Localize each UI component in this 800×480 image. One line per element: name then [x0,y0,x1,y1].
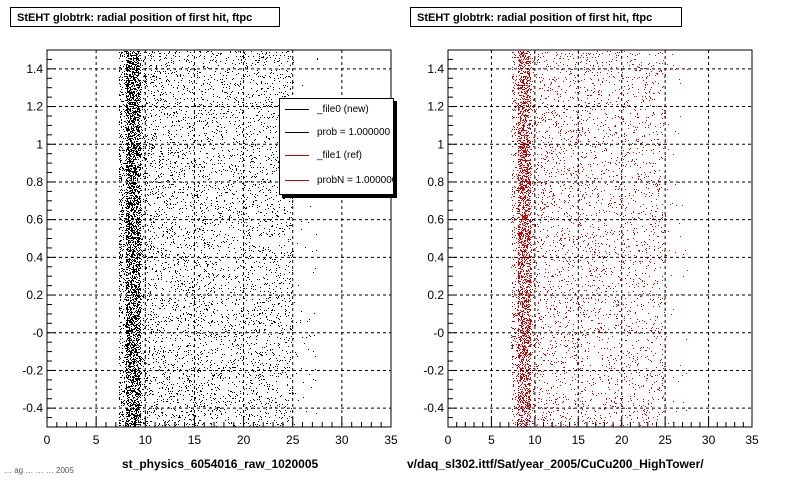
x-tick-label: 0 [44,433,51,447]
x-tick-label: 5 [93,433,100,447]
legend-label-file1: _file1 (ref) [317,149,363,161]
x-tick-label: 0 [445,433,452,447]
left-chart-title: StEHT globtrk: radial position of first … [10,7,280,27]
right-chart-title: StEHT globtrk: radial position of first … [410,7,682,27]
left-x-axis-label: st_physics_6054016_raw_1020005 [122,457,319,471]
x-tick-label: 15 [188,433,202,447]
y-tick-label: 1.2 [427,100,444,114]
legend-line-probn [285,179,309,181]
y-tick-label: 0.2 [26,288,43,302]
y-tick-label: 0.8 [26,175,43,189]
x-tick-label: 35 [384,433,398,447]
y-tick-label: 1 [36,137,43,151]
x-tick-label: 30 [335,433,349,447]
legend-label-probn: probN = 1.000000 [317,174,394,186]
legend-entry-prob: prob = 1.000000 [280,124,393,140]
scatter-point [511,51,688,427]
y-tick-label: -0.2 [423,363,444,377]
y-tick-label: 0.6 [26,213,43,227]
x-tick-label: 20 [615,433,629,447]
legend-line-prob [285,131,309,133]
x-tick-label: 35 [745,433,759,447]
x-tick-label: 20 [237,433,251,447]
scatter-points [119,51,318,427]
x-tick-label: 25 [658,433,672,447]
right-x-axis-label: v/daq_sl302.ittf/Sat/year_2005/CuCu200_H… [407,457,704,471]
y-tick-label: -0 [32,326,43,340]
y-tick-label: 0.4 [427,250,444,264]
y-tick-label: -0 [433,326,444,340]
legend-entry-file0: _file0 (new) [280,101,393,117]
y-tick-label: -0.2 [22,363,43,377]
legend-line-file1 [285,154,309,156]
y-tick-label: 1.2 [26,100,43,114]
y-tick-label: -0.4 [22,401,43,415]
x-tick-label: 30 [702,433,716,447]
y-tick-label: 1.4 [427,62,444,76]
x-tick-label: 10 [139,433,153,447]
x-tick-label: 10 [528,433,542,447]
y-tick-label: 0.4 [26,250,43,264]
y-tick-label: -0.4 [423,401,444,415]
legend-entry-probn: probN = 1.000000 [280,172,394,188]
scatter-point [119,51,318,427]
y-tick-label: 1 [437,137,444,151]
x-tick-label: 25 [286,433,300,447]
legend-line-file0 [285,108,309,110]
x-tick-label: 5 [488,433,495,447]
footer-text: … ag … … … 2005 [4,466,74,475]
y-tick-label: 0.8 [427,175,444,189]
legend-label-prob: prob = 1.000000 [317,126,391,138]
x-tick-label: 15 [572,433,586,447]
legend: _file0 (new) prob = 1.000000 _file1 (ref… [279,98,394,195]
y-tick-label: 0.6 [427,213,444,227]
scatter-points [511,51,688,427]
y-tick-label: 1.4 [26,62,43,76]
legend-entry-file1: _file1 (ref) [280,147,393,163]
legend-label-file0: _file0 (new) [317,103,369,115]
y-tick-label: 0.2 [427,288,444,302]
